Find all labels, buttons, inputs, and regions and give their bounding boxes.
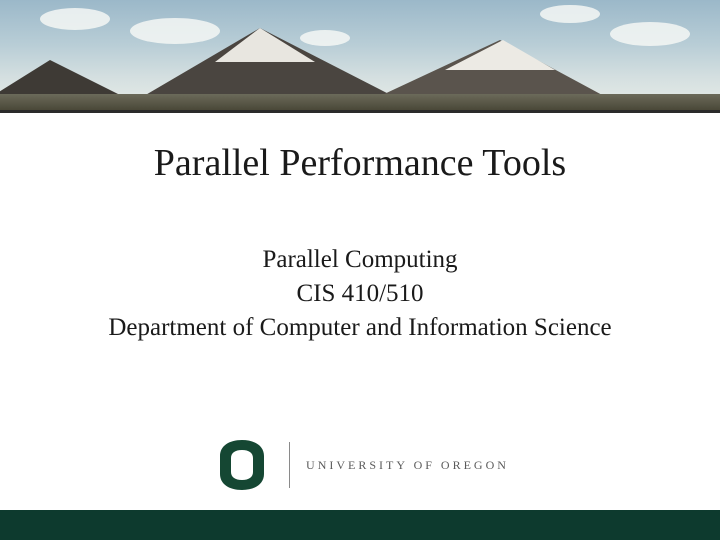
oregon-o-icon — [211, 438, 273, 492]
university-logo: University of Oregon — [0, 438, 720, 492]
slide-title: Parallel Performance Tools — [0, 141, 720, 185]
banner-divider — [0, 110, 720, 113]
cloud-shape — [540, 5, 600, 23]
subtitle-line: Department of Computer and Information S… — [0, 311, 720, 345]
foreground-ridge — [0, 94, 720, 110]
subtitle-line: CIS 410/510 — [0, 277, 720, 311]
subtitle-line: Parallel Computing — [0, 243, 720, 277]
footer-bar — [0, 510, 720, 540]
university-name: University of Oregon — [306, 458, 509, 473]
snow-shape — [445, 40, 555, 70]
snow-shape — [215, 28, 315, 62]
logo-divider — [289, 442, 290, 488]
header-banner — [0, 0, 720, 110]
cloud-shape — [40, 8, 110, 30]
subtitle-block: Parallel Computing CIS 410/510 Departmen… — [0, 243, 720, 344]
